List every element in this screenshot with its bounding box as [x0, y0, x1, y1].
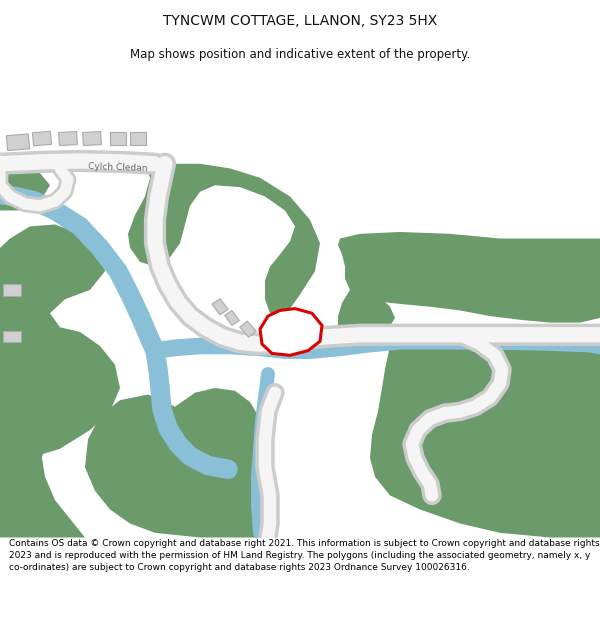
Bar [274, 319, 296, 332]
Text: TYNCWM COTTAGE, LLANON, SY23 5HX: TYNCWM COTTAGE, LLANON, SY23 5HX [163, 14, 437, 28]
Bar [289, 331, 307, 342]
Bar [83, 132, 101, 146]
Bar [59, 132, 77, 146]
Bar [212, 299, 228, 315]
Text: Map shows position and indicative extent of the property.: Map shows position and indicative extent… [130, 48, 470, 61]
Text: Cylch Cledan: Cylch Cledan [88, 162, 148, 173]
Bar [3, 284, 21, 296]
Bar [7, 134, 29, 151]
Bar [3, 331, 21, 342]
Polygon shape [260, 309, 322, 355]
Bar [224, 311, 239, 326]
Bar [130, 132, 146, 144]
Bar [110, 132, 126, 144]
Bar [32, 131, 52, 146]
Bar [239, 321, 256, 337]
Text: Contains OS data © Crown copyright and database right 2021. This information is : Contains OS data © Crown copyright and d… [9, 539, 599, 572]
